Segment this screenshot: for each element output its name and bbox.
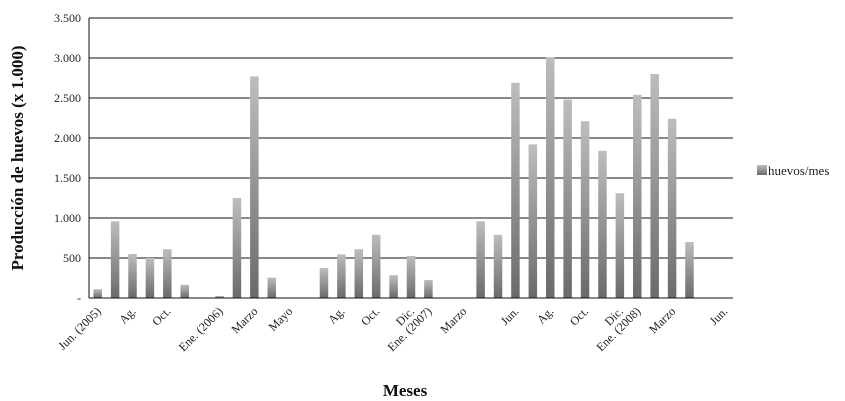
bar	[598, 150, 607, 298]
x-tick-label: Marzo	[646, 304, 678, 336]
y-tick-label: 3.500	[54, 11, 81, 25]
legend-label: huevos/mes	[768, 163, 829, 178]
bar	[545, 57, 555, 299]
x-tick-label: Marzo	[228, 304, 260, 336]
x-tick-labels: Jun. (2005) Ag. Oct. Ene. (2006) Marzo Mayo Ag…	[55, 304, 730, 354]
bar	[250, 76, 259, 299]
gridlines	[89, 17, 733, 259]
bars	[93, 57, 694, 299]
bar	[615, 193, 625, 298]
y-tick-label: 1.500	[54, 171, 81, 185]
x-tick-label: Oct.	[358, 304, 382, 328]
axes	[88, 18, 733, 299]
bar	[580, 121, 590, 298]
bar	[110, 221, 120, 298]
bar	[493, 234, 503, 298]
bar	[685, 242, 694, 298]
bar	[319, 268, 329, 298]
bar	[389, 275, 398, 298]
legend-swatch	[757, 165, 767, 175]
x-tick-label: Jun.	[707, 304, 731, 328]
bar	[511, 82, 520, 298]
bar	[145, 258, 155, 298]
y-tick-label: -	[77, 291, 81, 305]
x-tick-label: Ag.	[325, 304, 347, 326]
x-tick-label: Ag.	[116, 304, 138, 326]
x-tick-label: Marzo	[437, 304, 469, 336]
bar	[563, 99, 572, 298]
bar	[215, 296, 224, 298]
bar	[424, 280, 433, 298]
y-tick-label: 2.500	[54, 91, 81, 105]
bar	[163, 249, 172, 298]
x-tick-label: Mayo	[266, 304, 296, 334]
x-tick-label: Ene. (2006)	[176, 304, 226, 354]
y-tick-label: 500	[63, 251, 81, 265]
bar	[528, 144, 538, 298]
bar	[267, 277, 277, 298]
bar	[633, 94, 642, 298]
x-tick-label: Jun. (2005)	[55, 304, 104, 353]
bar	[232, 198, 242, 298]
bar	[476, 221, 485, 298]
legend: huevos/mes	[757, 163, 829, 178]
x-tick-label: Jun.	[498, 304, 522, 328]
x-tick-label: Oct.	[567, 304, 591, 328]
y-tick-label: 3.000	[54, 51, 81, 65]
y-tick-labels: - 500 1.000 1.500 2.000 2.500 3.000 3.500	[54, 11, 81, 305]
y-tick-label: 2.000	[54, 131, 81, 145]
bar	[371, 234, 381, 298]
bar	[128, 254, 137, 298]
bar	[354, 249, 364, 298]
bar	[406, 256, 416, 298]
y-tick-label: 1.000	[54, 211, 81, 225]
y-axis-title: Producción de huevos (x 1.000)	[8, 46, 27, 271]
bar	[337, 254, 346, 298]
x-tick-label: Ag.	[534, 304, 556, 326]
bar	[650, 74, 659, 298]
bar	[667, 118, 677, 298]
x-axis-title: Meses	[383, 381, 428, 400]
bar	[93, 289, 102, 298]
x-tick-label: Oct.	[149, 304, 173, 328]
bar	[180, 284, 189, 298]
